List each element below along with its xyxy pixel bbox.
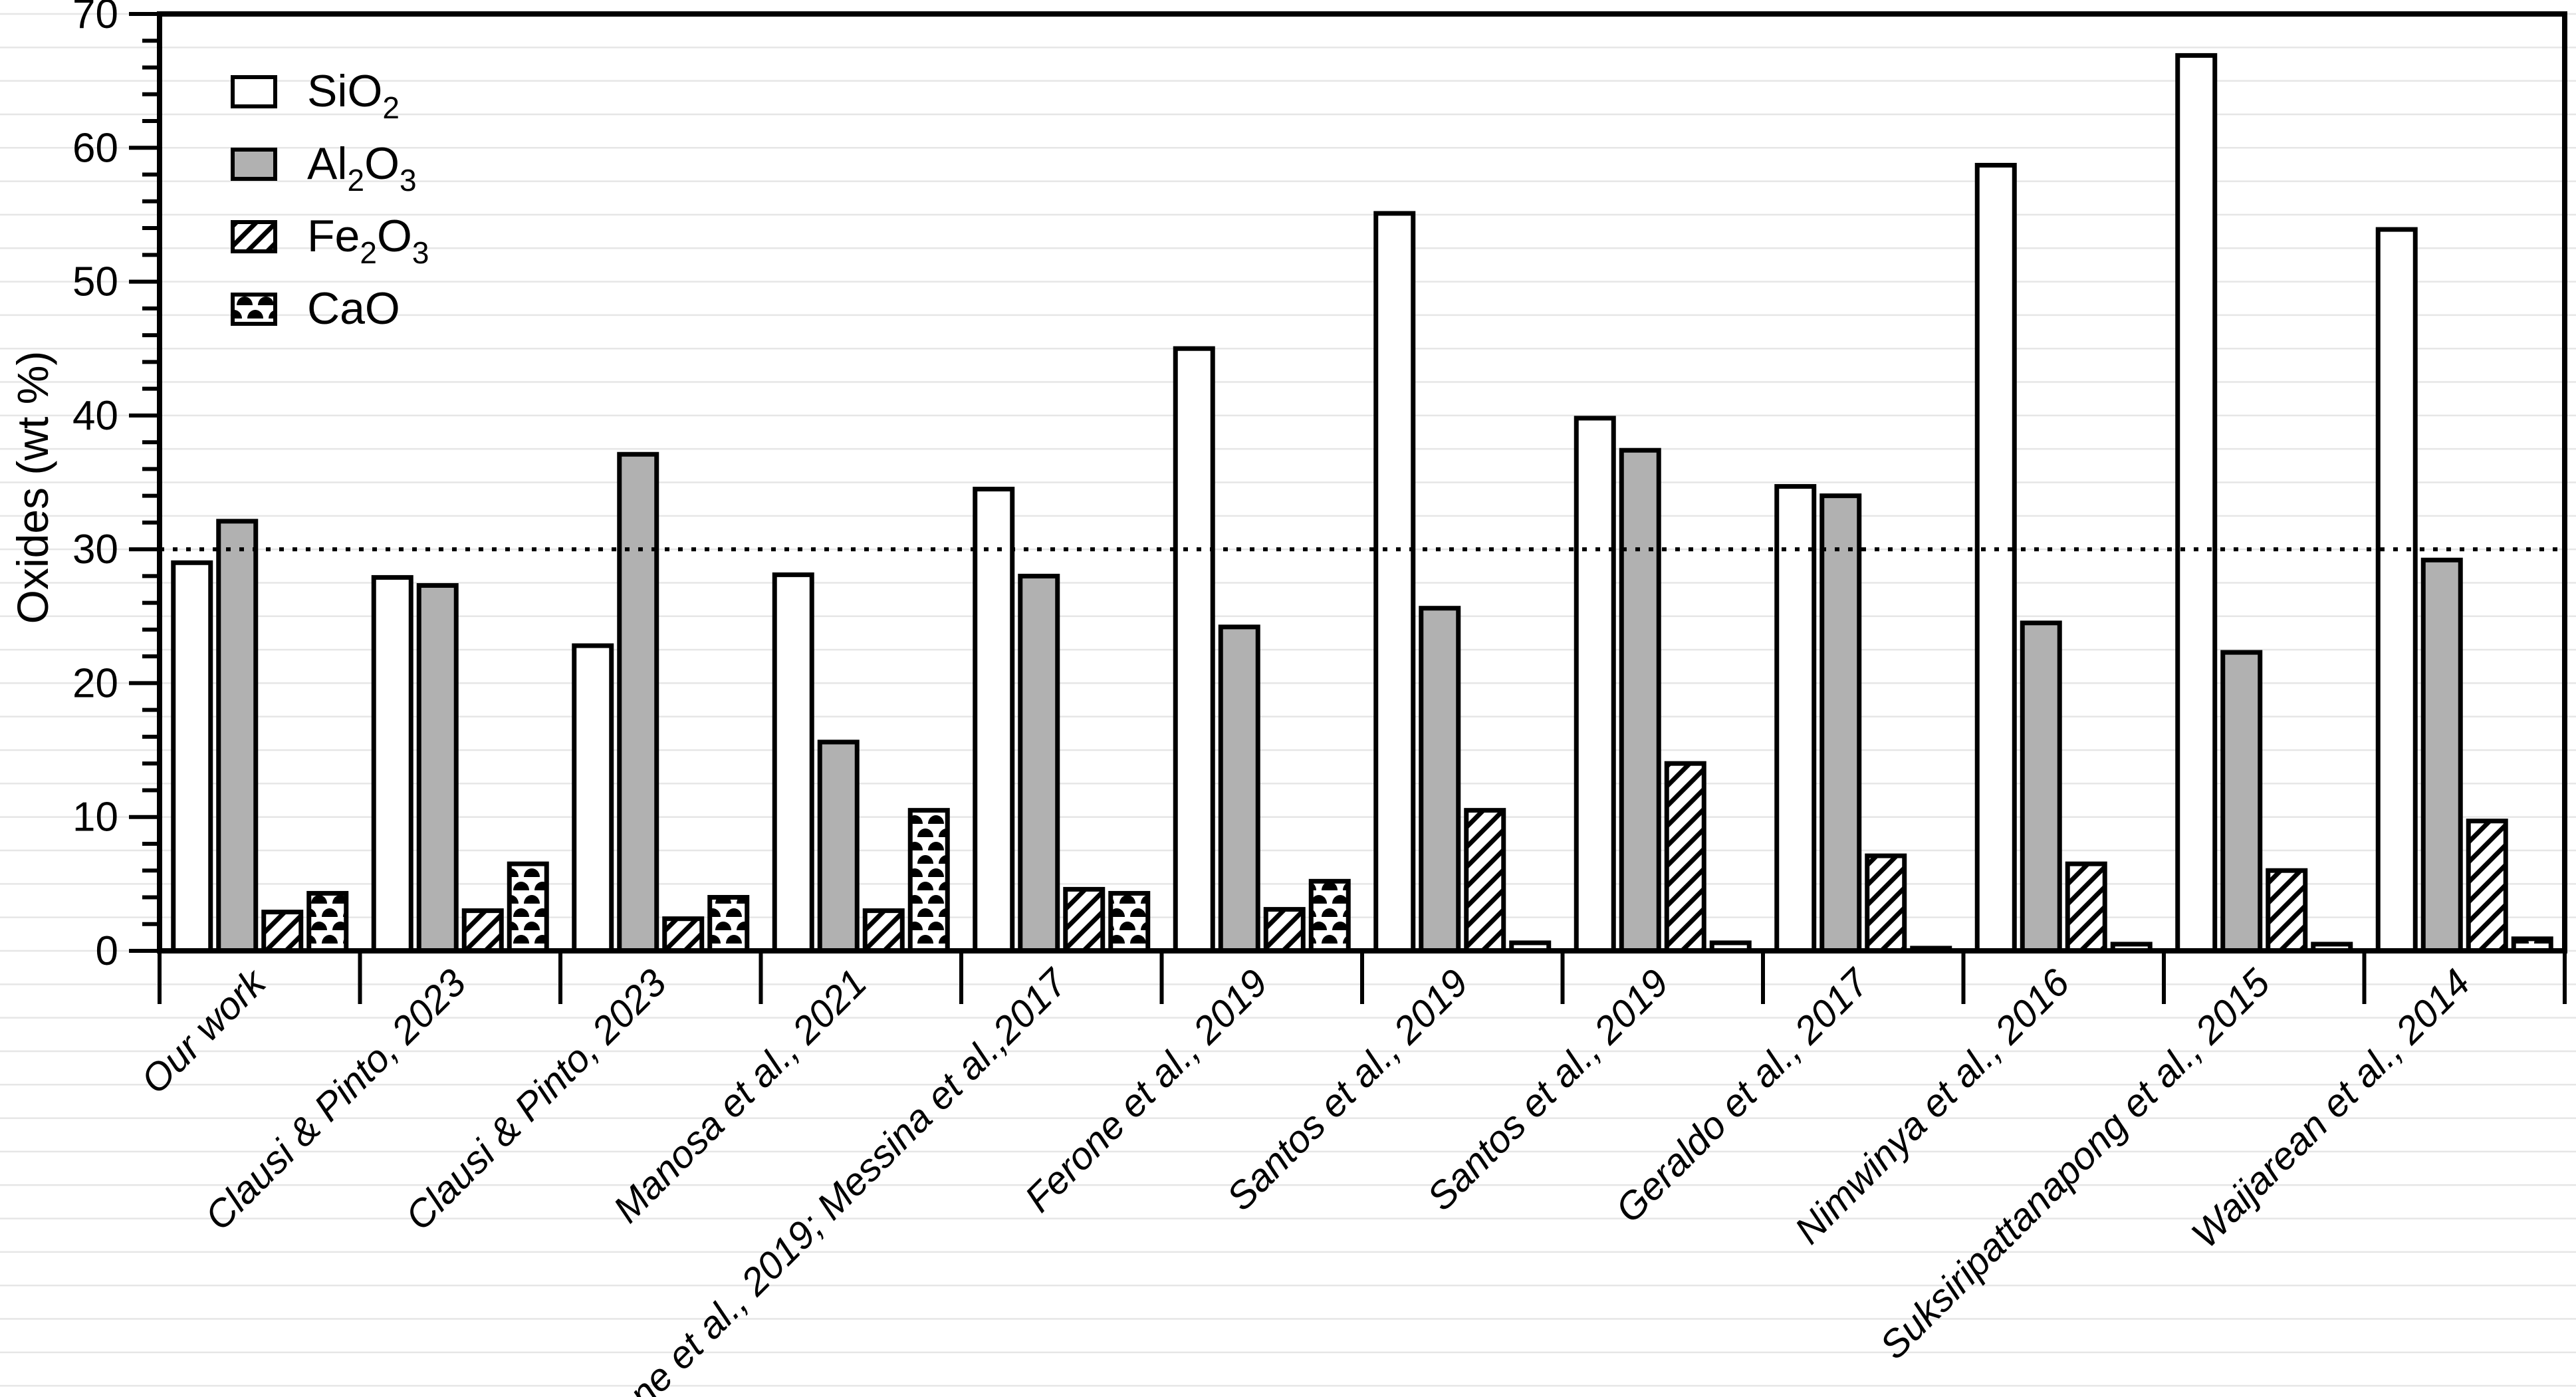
bar-Fe2O3-7	[1664, 761, 1706, 953]
bar-Al2O3-5	[1218, 624, 1260, 953]
bar-SiO2-10	[2175, 53, 2218, 953]
bar-SiO2-3	[772, 572, 814, 953]
x-label-10: Suksiripattanapong et al., 2015	[1872, 961, 2279, 1368]
bar-Fe2O3-4	[1063, 886, 1106, 953]
bar-Al2O3-7	[1619, 447, 1661, 953]
bar-Al2O3-2	[617, 451, 659, 953]
legend-key-CaO	[231, 293, 277, 326]
bar-SiO2-7	[1574, 416, 1616, 953]
bar-Al2O3-0	[216, 519, 259, 953]
y-tick-label-10: 10	[72, 795, 118, 840]
bar-Fe2O3-11	[2466, 819, 2508, 953]
legend-label-CaO: CaO	[307, 283, 400, 334]
legend-label-SiO2: SiO2	[307, 66, 400, 125]
legend-key-Al2O3	[231, 148, 277, 181]
bar-SiO2-5	[1173, 346, 1215, 953]
bar-Fe2O3-5	[1263, 907, 1306, 953]
bar-Al2O3-9	[2020, 620, 2062, 953]
bar-SiO2-4	[973, 487, 1015, 953]
bar-CaO-0	[306, 890, 349, 953]
legend: SiO2 Al2O3 Fe2O3 CaO	[231, 66, 429, 334]
bar-Fe2O3-2	[662, 916, 705, 953]
legend-label-Al2O3: Al2O3	[307, 138, 417, 197]
bar-CaO-1	[507, 861, 549, 953]
bar-SiO2-2	[572, 643, 614, 953]
bar-Fe2O3-0	[261, 910, 304, 953]
bar-CaO-4	[1108, 890, 1151, 953]
bar-Al2O3-6	[1419, 606, 1461, 953]
y-tick-label-50: 50	[72, 259, 118, 305]
y-tick-label-70: 70	[72, 0, 118, 37]
y-tick-label-0: 0	[96, 928, 118, 974]
axis-ticks	[129, 12, 2567, 1004]
bar-CaO-5	[1308, 878, 1351, 953]
bar-Fe2O3-9	[2065, 861, 2107, 953]
bar-Al2O3-4	[1018, 573, 1060, 953]
bar-Al2O3-3	[817, 739, 860, 953]
bar-SiO2-6	[1373, 211, 1416, 953]
bar-Fe2O3-1	[461, 908, 504, 953]
y-tick-label-30: 30	[72, 527, 118, 572]
y-tick-label-40: 40	[72, 393, 118, 439]
bar-SiO2-1	[371, 574, 413, 953]
bar-SiO2-8	[1774, 484, 1817, 953]
y-axis-title: Oxides (wt %)	[8, 351, 57, 624]
bar-Fe2O3-6	[1464, 808, 1506, 953]
bar-Fe2O3-10	[2266, 868, 2308, 953]
bar-SiO2-9	[1974, 162, 2017, 953]
y-tick-labels: 0 10 20 30 40 50 60 70	[72, 0, 118, 974]
bar-Fe2O3-3	[862, 908, 905, 953]
legend-key-SiO2	[231, 75, 277, 108]
bar-Al2O3-8	[1819, 493, 1862, 953]
x-label-0: Our work	[133, 959, 275, 1102]
legend-label-Fe2O3: Fe2O3	[307, 211, 429, 270]
bar-Fe2O3-8	[1865, 853, 1907, 953]
bar-Al2O3-11	[2420, 557, 2463, 953]
y-tick-label-60: 60	[72, 125, 118, 171]
bar-CaO-2	[707, 894, 750, 953]
bar-Al2O3-10	[2220, 650, 2263, 953]
bar-Al2O3-1	[416, 582, 459, 953]
bar-CaO-3	[907, 808, 950, 953]
bar-SiO2-11	[2375, 227, 2418, 953]
bar-SiO2-0	[171, 560, 213, 953]
legend-key-Fe2O3	[231, 220, 277, 253]
y-tick-label-20: 20	[72, 660, 118, 706]
